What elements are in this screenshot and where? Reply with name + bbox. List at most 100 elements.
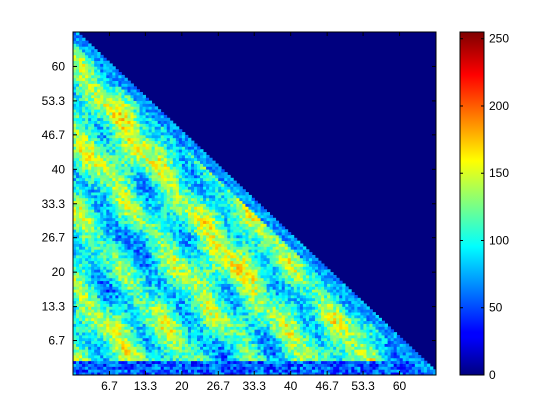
heatmap-cell — [296, 337, 301, 342]
heatmap-cell — [321, 320, 325, 324]
heatmap-cell — [151, 263, 156, 267]
heatmap-cell — [115, 314, 119, 319]
heatmap-cell — [357, 352, 361, 356]
heatmap-cell — [121, 343, 125, 347]
heatmap-cell — [245, 323, 249, 327]
heatmap-cell — [284, 329, 289, 333]
heatmap-cell — [151, 323, 156, 327]
heatmap-cell — [272, 292, 277, 296]
heatmap-cell — [351, 320, 355, 324]
heatmap-cell — [245, 272, 249, 276]
heatmap-cell — [263, 263, 267, 267]
heatmap-cell — [197, 237, 201, 242]
heatmap-cell — [85, 340, 89, 344]
heatmap-cell — [311, 357, 316, 362]
heatmap-cell — [148, 334, 153, 339]
heatmap-cell — [91, 252, 95, 256]
heatmap-cell — [94, 252, 98, 256]
heatmap-cell — [130, 363, 134, 367]
heatmap-cell — [112, 229, 116, 233]
heatmap-cell — [251, 372, 255, 375]
heatmap-cell — [169, 329, 174, 333]
heatmap-cell — [315, 289, 319, 293]
heatmap-cell — [166, 326, 171, 330]
heatmap-cell — [227, 260, 231, 264]
heatmap-cell — [91, 323, 95, 327]
heatmap-cell — [79, 317, 83, 322]
heatmap-cell — [315, 314, 319, 319]
heatmap-cell — [351, 352, 355, 356]
heatmap-cell — [175, 263, 180, 267]
heatmap-cell — [245, 252, 249, 256]
heatmap-cell — [269, 243, 274, 247]
heatmap-cell — [372, 346, 376, 350]
heatmap-cell — [399, 337, 404, 342]
heatmap-cell — [299, 340, 304, 344]
heatmap-cell — [342, 294, 346, 299]
heatmap-cell — [142, 277, 146, 282]
heatmap-cell — [351, 309, 355, 313]
heatmap-cell — [157, 317, 162, 322]
heatmap-cell — [169, 232, 174, 236]
heatmap-cell — [336, 312, 340, 316]
heatmap-cell — [369, 352, 373, 356]
heatmap-cell — [260, 317, 264, 322]
heatmap-cell — [215, 280, 219, 284]
heatmap-cell — [169, 300, 174, 304]
heatmap-cell — [245, 352, 249, 356]
heatmap-cell — [299, 289, 304, 293]
heatmap-cell — [142, 257, 146, 262]
heatmap-cell — [233, 346, 237, 350]
heatmap-cell — [145, 283, 150, 287]
heatmap-cell — [106, 254, 110, 259]
heatmap-cell — [124, 237, 128, 242]
heatmap-cell — [296, 280, 301, 284]
heatmap-cell — [127, 349, 131, 353]
heatmap-cell — [239, 340, 243, 344]
heatmap-cell — [284, 280, 289, 284]
heatmap-cell — [100, 283, 104, 287]
heatmap-cell — [357, 360, 361, 364]
heatmap-cell — [290, 320, 295, 324]
heatmap-cell — [190, 354, 195, 359]
heatmap-cell — [100, 326, 104, 330]
heatmap-cell — [221, 337, 225, 342]
heatmap-cell — [293, 337, 298, 342]
heatmap-cell — [224, 314, 228, 319]
heatmap-cell — [327, 317, 331, 322]
heatmap-cell — [187, 354, 192, 359]
heatmap-cell — [248, 340, 252, 344]
heatmap-cell — [94, 249, 98, 253]
heatmap-cell — [142, 243, 146, 247]
heatmap-cell — [130, 286, 134, 290]
heatmap-cell — [327, 354, 331, 359]
heatmap-cell — [366, 326, 370, 330]
heatmap-cell — [103, 314, 107, 319]
heatmap-cell — [118, 352, 122, 356]
heatmap-cell — [402, 369, 407, 373]
heatmap-cell — [97, 309, 101, 313]
heatmap-cell — [266, 366, 271, 370]
heatmap-cell — [206, 317, 210, 322]
heatmap-cell — [263, 269, 267, 273]
heatmap-cell — [269, 300, 274, 304]
heatmap-cell — [91, 277, 95, 282]
heatmap-cell — [85, 323, 89, 327]
heatmap-cell — [91, 289, 95, 293]
heatmap-cell — [251, 246, 255, 250]
heatmap-cell — [133, 249, 137, 253]
heatmap-cell — [115, 332, 119, 336]
heatmap-cell — [148, 326, 153, 330]
heatmap-cell — [242, 234, 246, 239]
heatmap-cell — [112, 254, 116, 259]
heatmap-cell — [181, 274, 186, 279]
heatmap-cell — [206, 363, 210, 367]
heatmap-cell — [121, 303, 125, 307]
heatmap-cell — [351, 357, 355, 362]
heatmap-cell — [145, 346, 150, 350]
heatmap-cell — [197, 272, 201, 276]
heatmap-cell — [187, 260, 192, 264]
heatmap-cell — [299, 343, 304, 347]
heatmap-cell — [121, 260, 125, 264]
heatmap-cell — [115, 249, 119, 253]
